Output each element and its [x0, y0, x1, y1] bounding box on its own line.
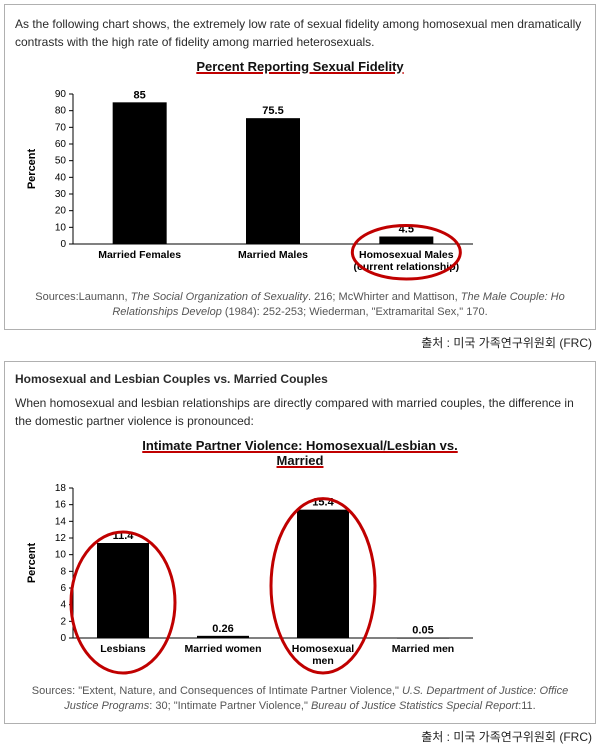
sources-2: Sources: "Extent, Nature, and Consequenc… [15, 684, 585, 715]
chart2-svg: 024681012141618Percent11.4Lesbians0.26Ma… [15, 472, 483, 678]
svg-text:4: 4 [60, 599, 66, 610]
chart2-title: Intimate Partner Violence: Homosexual/Le… [15, 438, 585, 468]
attribution-2: 출처 : 미국 가족연구위원회 (FRC) [0, 728, 592, 745]
svg-text:Married Males: Married Males [238, 249, 308, 261]
svg-text:20: 20 [55, 206, 67, 217]
svg-text:12: 12 [55, 533, 67, 544]
svg-text:10: 10 [55, 222, 67, 233]
svg-text:Homosexual Males: Homosexual Males [359, 249, 454, 261]
panel-violence: Homosexual and Lesbian Couples vs. Marri… [4, 361, 596, 724]
intro-text-2: When homosexual and lesbian relationship… [15, 394, 585, 430]
svg-text:8: 8 [60, 566, 66, 577]
svg-text:Homosexual: Homosexual [292, 643, 355, 655]
svg-text:Married Females: Married Females [98, 249, 181, 261]
chart1-title: Percent Reporting Sexual Fidelity [15, 59, 585, 74]
svg-text:85: 85 [134, 89, 146, 101]
svg-text:14: 14 [55, 516, 67, 527]
svg-text:Married women: Married women [184, 643, 261, 655]
svg-text:0: 0 [60, 239, 66, 250]
panel2-heading: Homosexual and Lesbian Couples vs. Marri… [15, 372, 585, 386]
svg-text:Percent: Percent [26, 542, 38, 583]
svg-text:40: 40 [55, 172, 67, 183]
chart2: 024681012141618Percent11.4Lesbians0.26Ma… [15, 472, 585, 678]
intro-text-1: As the following chart shows, the extrem… [15, 15, 585, 51]
svg-text:50: 50 [55, 156, 67, 167]
svg-text:6: 6 [60, 583, 66, 594]
svg-text:16: 16 [55, 499, 67, 510]
svg-text:10: 10 [55, 549, 67, 560]
svg-text:90: 90 [55, 89, 67, 100]
svg-text:70: 70 [55, 122, 67, 133]
svg-text:30: 30 [55, 189, 67, 200]
svg-text:men: men [312, 655, 334, 667]
attribution-1: 출처 : 미국 가족연구위원회 (FRC) [0, 334, 592, 351]
panel-fidelity: As the following chart shows, the extrem… [4, 4, 596, 330]
svg-text:80: 80 [55, 106, 67, 117]
sources-1: Sources:Laumann, The Social Organization… [15, 290, 585, 321]
svg-text:75.5: 75.5 [262, 105, 283, 117]
svg-text:Married men: Married men [392, 643, 454, 655]
svg-text:60: 60 [55, 139, 67, 150]
svg-text:18: 18 [55, 483, 67, 494]
svg-text:Lesbians: Lesbians [100, 643, 146, 655]
chart1-svg: 0 10 20 30 40 50 60 70 80 90 Percent 85 Married Fema… [15, 78, 483, 284]
svg-text:0.26: 0.26 [212, 623, 233, 635]
svg-text:2: 2 [60, 616, 66, 627]
svg-text:0.05: 0.05 [412, 624, 433, 636]
svg-text:Percent: Percent [26, 148, 38, 189]
svg-text:0: 0 [60, 633, 66, 644]
chart1: 0 10 20 30 40 50 60 70 80 90 Percent 85 Married Fema… [15, 78, 585, 284]
